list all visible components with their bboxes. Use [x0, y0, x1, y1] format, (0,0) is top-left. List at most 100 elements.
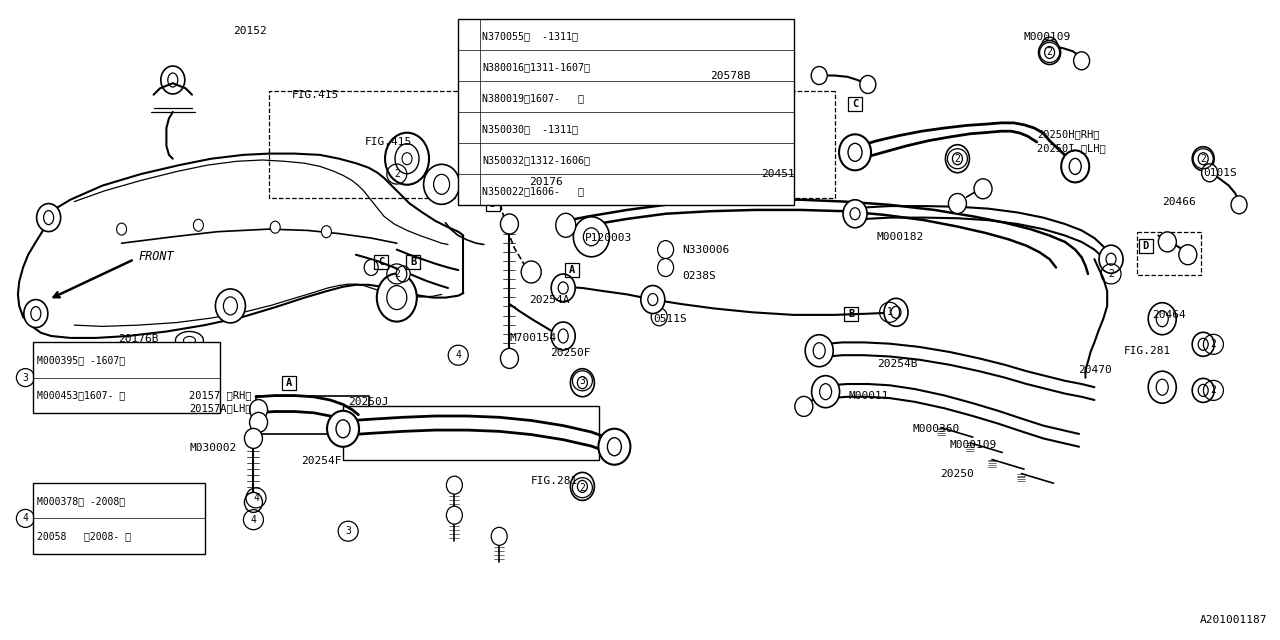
Text: 3: 3: [580, 376, 585, 386]
Bar: [407, 255, 420, 269]
Ellipse shape: [1192, 147, 1215, 171]
Ellipse shape: [434, 174, 449, 195]
Text: 20250I ＜LH＞: 20250I ＜LH＞: [1037, 143, 1106, 154]
Ellipse shape: [1148, 303, 1176, 335]
Ellipse shape: [250, 399, 268, 420]
Text: N380016＜1311-1607＞: N380016＜1311-1607＞: [483, 62, 590, 72]
Bar: [486, 196, 499, 211]
Text: 20254B: 20254B: [877, 358, 918, 369]
Ellipse shape: [500, 214, 518, 234]
Ellipse shape: [812, 67, 827, 84]
Ellipse shape: [244, 492, 262, 513]
Ellipse shape: [24, 300, 47, 328]
Ellipse shape: [250, 412, 268, 433]
Ellipse shape: [183, 337, 196, 344]
Ellipse shape: [860, 76, 876, 93]
Ellipse shape: [948, 193, 966, 214]
Ellipse shape: [116, 223, 127, 235]
Ellipse shape: [1100, 245, 1123, 273]
Text: N330006: N330006: [682, 244, 730, 255]
Text: 2: 2: [1201, 154, 1206, 164]
Ellipse shape: [891, 307, 901, 318]
Ellipse shape: [224, 297, 237, 315]
Ellipse shape: [608, 438, 621, 456]
Ellipse shape: [44, 211, 54, 225]
Text: FIG.281: FIG.281: [531, 476, 579, 486]
Bar: [845, 307, 858, 321]
Text: 2: 2: [584, 122, 589, 132]
Text: 1: 1: [467, 62, 474, 72]
Ellipse shape: [193, 220, 204, 231]
Text: FIG.415: FIG.415: [292, 90, 339, 100]
Ellipse shape: [31, 307, 41, 321]
Ellipse shape: [577, 377, 588, 388]
Text: M000395＜ -1607＞: M000395＜ -1607＞: [37, 355, 125, 365]
Text: 20470: 20470: [1078, 365, 1111, 375]
Ellipse shape: [321, 226, 332, 237]
Ellipse shape: [447, 506, 462, 524]
Ellipse shape: [844, 200, 867, 228]
Ellipse shape: [521, 261, 541, 283]
Bar: [283, 376, 296, 390]
Text: 2: 2: [394, 269, 399, 279]
Ellipse shape: [573, 217, 609, 257]
Ellipse shape: [215, 289, 246, 323]
Text: 1: 1: [584, 60, 589, 70]
Ellipse shape: [447, 476, 462, 494]
Ellipse shape: [244, 428, 262, 449]
Ellipse shape: [849, 143, 861, 161]
Ellipse shape: [270, 221, 280, 233]
Ellipse shape: [396, 144, 419, 173]
Text: D: D: [490, 198, 495, 209]
Text: 2: 2: [467, 155, 474, 165]
Text: 4: 4: [251, 515, 256, 525]
Text: 20176B: 20176B: [118, 334, 159, 344]
Ellipse shape: [337, 420, 349, 438]
Ellipse shape: [641, 285, 664, 314]
Text: 20254A: 20254A: [529, 294, 570, 305]
Ellipse shape: [1202, 164, 1217, 182]
Ellipse shape: [1192, 378, 1215, 403]
Ellipse shape: [1044, 47, 1055, 58]
Text: 20578B: 20578B: [710, 70, 751, 81]
Ellipse shape: [850, 208, 860, 220]
Ellipse shape: [175, 332, 204, 349]
Ellipse shape: [552, 274, 575, 302]
Ellipse shape: [812, 376, 840, 408]
Ellipse shape: [161, 66, 184, 94]
Ellipse shape: [37, 204, 60, 232]
Ellipse shape: [1069, 158, 1082, 174]
Text: 20176: 20176: [529, 177, 562, 188]
Ellipse shape: [658, 259, 673, 276]
Ellipse shape: [584, 228, 599, 246]
Text: 0511S: 0511S: [653, 314, 686, 324]
Ellipse shape: [795, 396, 813, 417]
Text: B: B: [411, 257, 416, 268]
Text: 20250J: 20250J: [348, 397, 389, 407]
Text: M000360: M000360: [913, 424, 960, 434]
Ellipse shape: [424, 164, 460, 204]
Ellipse shape: [558, 329, 568, 343]
Text: P120003: P120003: [585, 233, 632, 243]
Text: M000109: M000109: [950, 440, 997, 450]
Text: N370055＜  -1311＞: N370055＜ -1311＞: [483, 31, 579, 41]
Ellipse shape: [952, 153, 963, 164]
Bar: [269, 91, 835, 198]
Ellipse shape: [652, 308, 667, 326]
Ellipse shape: [1074, 52, 1089, 70]
Text: 2: 2: [1211, 385, 1216, 396]
Ellipse shape: [376, 273, 417, 321]
Bar: [1137, 232, 1201, 275]
Text: 20250: 20250: [941, 468, 974, 479]
Text: C: C: [379, 257, 384, 268]
Bar: [33, 342, 220, 413]
Bar: [256, 396, 369, 434]
Text: 20157A＜LH＞: 20157A＜LH＞: [189, 403, 252, 413]
Text: FIG.415: FIG.415: [365, 137, 412, 147]
Text: M000109: M000109: [1024, 32, 1071, 42]
Ellipse shape: [1156, 311, 1169, 326]
Text: M000182: M000182: [877, 232, 924, 242]
Text: A: A: [287, 378, 292, 388]
Ellipse shape: [492, 527, 507, 545]
Bar: [566, 263, 579, 277]
